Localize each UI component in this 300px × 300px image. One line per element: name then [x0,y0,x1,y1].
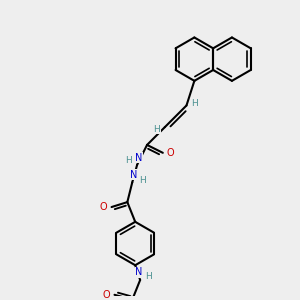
Text: O: O [167,148,175,158]
Text: N: N [130,169,137,179]
Text: O: O [100,202,107,212]
Text: H: H [139,176,145,185]
Text: N: N [136,267,143,277]
Text: H: H [191,99,198,108]
Text: H: H [154,125,160,134]
Text: N: N [136,153,143,163]
Text: H: H [125,156,132,165]
Text: O: O [103,290,110,300]
Text: H: H [145,272,152,280]
